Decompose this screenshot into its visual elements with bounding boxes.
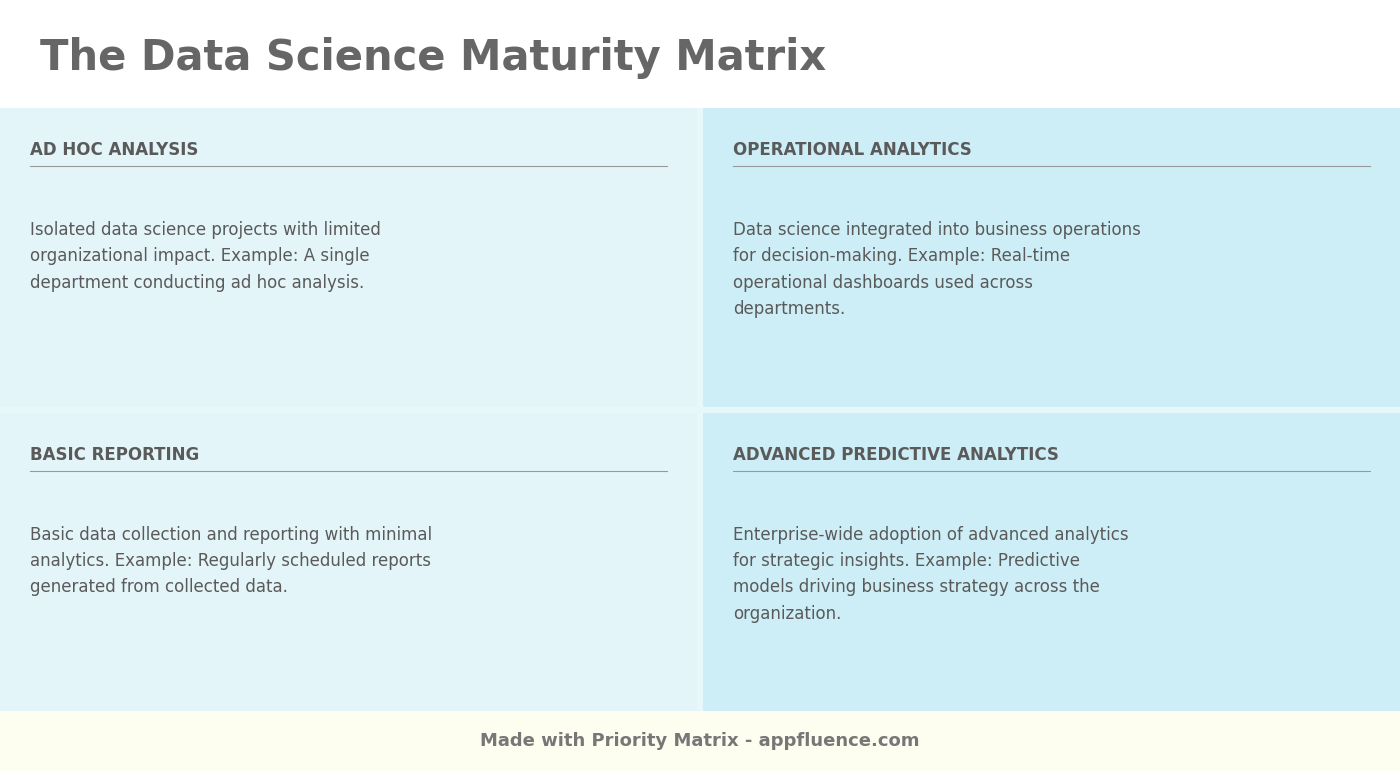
Bar xyxy=(0,108,697,406)
Text: AD HOC ANALYSIS: AD HOC ANALYSIS xyxy=(29,141,199,159)
Bar xyxy=(0,108,1400,711)
Text: Basic data collection and reporting with minimal
analytics. Example: Regularly s: Basic data collection and reporting with… xyxy=(29,526,433,596)
Text: Isolated data science projects with limited
organizational impact. Example: A si: Isolated data science projects with limi… xyxy=(29,221,381,291)
Text: Enterprise-wide adoption of advanced analytics
for strategic insights. Example: : Enterprise-wide adoption of advanced ana… xyxy=(734,526,1128,623)
Bar xyxy=(0,412,697,711)
Bar xyxy=(703,108,1400,406)
Text: The Data Science Maturity Matrix: The Data Science Maturity Matrix xyxy=(41,37,826,79)
Text: Made with Priority Matrix - appfluence.com: Made with Priority Matrix - appfluence.c… xyxy=(480,732,920,750)
Text: ADVANCED PREDICTIVE ANALYTICS: ADVANCED PREDICTIVE ANALYTICS xyxy=(734,446,1058,463)
Bar xyxy=(703,412,1400,711)
Bar xyxy=(0,711,1400,771)
Text: Data science integrated into business operations
for decision-making. Example: R: Data science integrated into business op… xyxy=(734,221,1141,318)
Bar xyxy=(0,0,1400,108)
Text: OPERATIONAL ANALYTICS: OPERATIONAL ANALYTICS xyxy=(734,141,972,159)
Text: BASIC REPORTING: BASIC REPORTING xyxy=(29,446,199,463)
